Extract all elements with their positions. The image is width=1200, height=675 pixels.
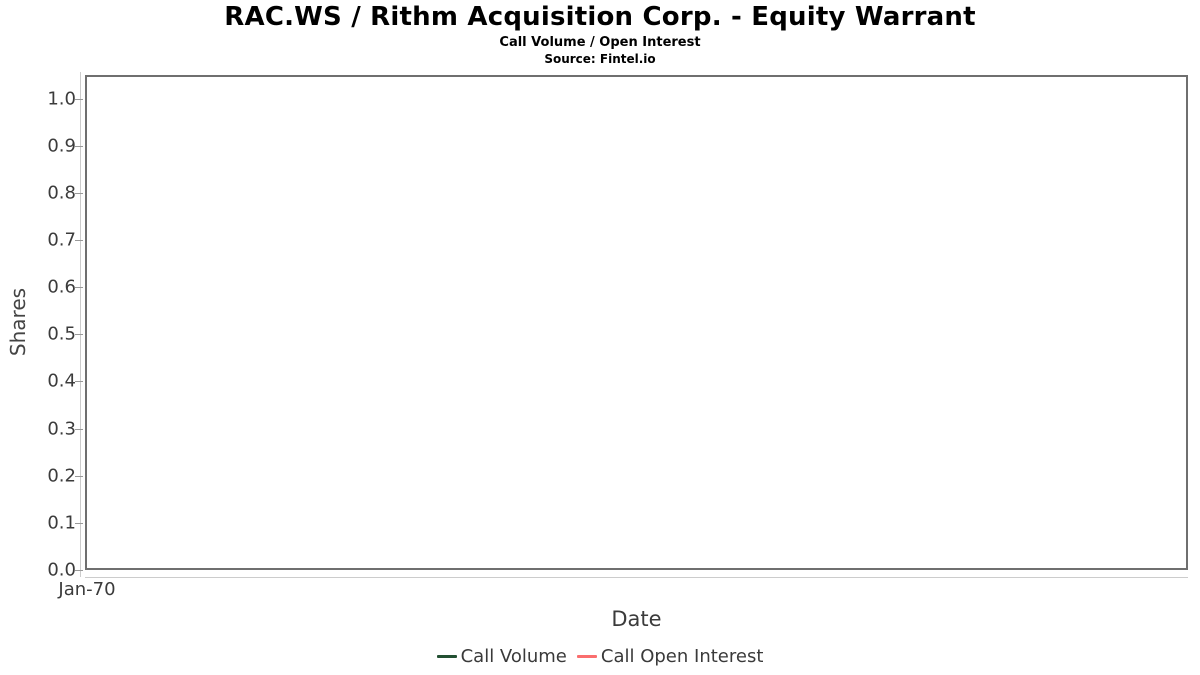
- x-axis-line: [85, 577, 1188, 578]
- y-tick-mark: [75, 381, 83, 382]
- y-tick-mark: [75, 146, 83, 147]
- y-tick-mark: [75, 240, 83, 241]
- x-tick-label: Jan-70: [58, 579, 116, 600]
- y-tick-mark: [75, 570, 83, 571]
- x-axis-title: Date: [611, 607, 662, 631]
- y-tick-mark: [75, 523, 83, 524]
- y-tick-label: 0.5: [47, 323, 76, 345]
- chart-source-note: Source: Fintel.io: [544, 52, 656, 66]
- y-axis-line: [80, 72, 81, 577]
- y-tick-mark: [75, 99, 83, 100]
- call-volume-line-icon: [436, 655, 457, 658]
- legend-label-call-volume: Call Volume: [460, 646, 567, 667]
- y-tick-mark: [75, 193, 83, 194]
- y-tick-label: 1.0: [47, 88, 76, 110]
- legend-item-call-open-interest[interactable]: Call Open Interest: [576, 646, 764, 667]
- legend-label-call-open-interest: Call Open Interest: [600, 646, 764, 667]
- y-tick-label: 0.1: [47, 512, 76, 534]
- plot-area: [85, 75, 1188, 570]
- chart-legend: Call Volume Call Open Interest: [0, 646, 1200, 667]
- y-tick-label: 0.3: [47, 418, 76, 440]
- call-open-interest-line-icon: [576, 655, 597, 658]
- y-tick-mark: [75, 334, 83, 335]
- y-tick-label: 0.9: [47, 135, 76, 157]
- y-tick-label: 0.6: [47, 276, 76, 298]
- y-tick-label: 0.4: [47, 370, 76, 392]
- y-tick-label: 0.8: [47, 182, 76, 204]
- y-tick-label: 0.0: [47, 559, 76, 581]
- legend-item-call-volume[interactable]: Call Volume: [436, 646, 567, 667]
- y-tick-mark: [75, 287, 83, 288]
- y-tick-mark: [75, 429, 83, 430]
- chart-subtitle: Call Volume / Open Interest: [499, 35, 701, 50]
- y-tick-label: 0.7: [47, 229, 76, 251]
- chart-title: RAC.WS / Rithm Acquisition Corp. - Equit…: [224, 2, 976, 32]
- y-tick-label: 0.2: [47, 465, 76, 487]
- y-tick-mark: [75, 476, 83, 477]
